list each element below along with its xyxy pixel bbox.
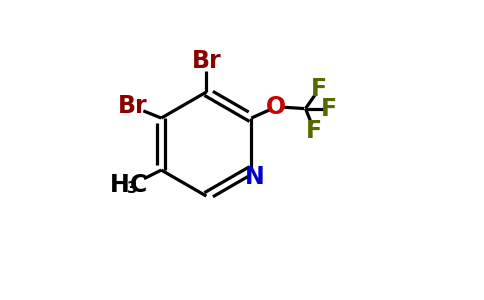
Text: F: F <box>306 118 322 142</box>
Text: Br: Br <box>192 49 221 73</box>
Text: F: F <box>311 77 327 101</box>
Text: 3: 3 <box>127 182 138 196</box>
Text: C: C <box>130 173 147 197</box>
Text: N: N <box>245 165 265 189</box>
Text: Br: Br <box>118 94 147 118</box>
Text: F: F <box>321 97 337 121</box>
Text: H: H <box>109 173 129 197</box>
Text: O: O <box>266 95 286 119</box>
